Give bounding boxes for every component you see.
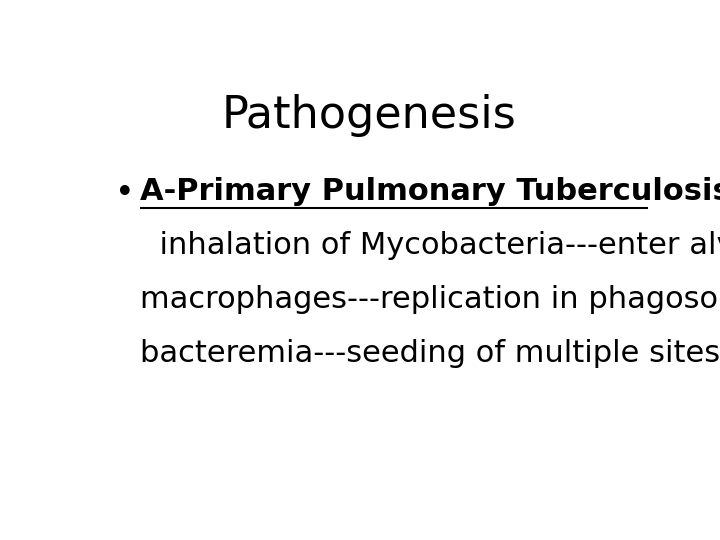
Text: macrophages---replication in phagosome---: macrophages---replication in phagosome--…: [140, 285, 720, 314]
Text: Pathogenesis: Pathogenesis: [222, 94, 516, 137]
Text: inhalation of Mycobacteria---enter alveolar: inhalation of Mycobacteria---enter alveo…: [140, 231, 720, 260]
Text: bacteremia---seeding of multiple sites: bacteremia---seeding of multiple sites: [140, 339, 720, 368]
Text: •: •: [115, 177, 135, 210]
Text: A-Primary Pulmonary Tuberculosis: A-Primary Pulmonary Tuberculosis: [140, 177, 720, 206]
